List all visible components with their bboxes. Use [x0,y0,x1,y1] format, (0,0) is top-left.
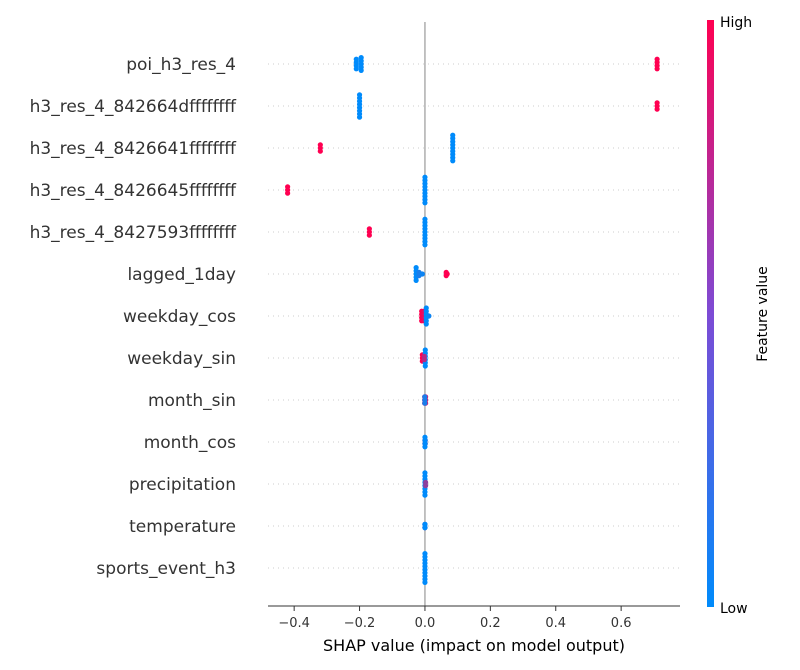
shap-points [285,55,660,586]
colorbar-gradient [707,20,714,607]
row-gridlines [268,63,680,569]
shap-point [353,66,359,72]
shap-point [422,444,428,450]
shap-point [423,321,429,327]
shap-point [422,525,428,531]
shap-point [422,579,428,586]
shap-point [422,242,428,248]
feature-label: weekday_cos [123,307,236,327]
shap-point [423,483,429,489]
shap-point [419,271,425,277]
x-tick-label: 0.4 [545,616,566,631]
shap-point [654,66,660,72]
shap-point [426,313,432,319]
shap-point [654,106,660,112]
colorbar: High Low Feature value [707,15,771,617]
feature-label: sports_event_h3 [96,559,236,579]
shap-point [444,271,450,277]
x-tick-label: 0.2 [480,616,501,631]
shap-point [358,67,364,73]
shap-point [413,277,419,283]
shap-point [422,363,428,369]
colorbar-title: Feature value [755,266,771,362]
shap-point [422,400,428,406]
feature-label: month_sin [148,391,236,411]
shap-point [356,114,363,120]
colorbar-high-label: High [720,15,752,31]
x-axis: −0.4 −0.2 0.0 0.2 0.4 0.6 [268,605,680,631]
feature-label: h3_res_4_8426645ffffffff [30,181,238,201]
feature-label: h3_res_4_8426641ffffffff [30,139,238,159]
feature-label: month_cos [144,433,236,453]
shap-point [422,200,428,206]
x-tick-label: 0.6 [611,616,632,631]
x-tick-label: −0.2 [344,616,376,631]
shap-point [450,158,456,164]
feature-label: h3_res_4_842664dffffffff [30,97,238,117]
feature-label: h3_res_4_8427593ffffffff [30,223,238,243]
feature-label: precipitation [129,475,236,495]
colorbar-low-label: Low [720,601,748,617]
x-axis-title: SHAP value (impact on model output) [323,636,625,655]
feature-label: temperature [129,517,236,537]
feature-label: lagged_1day [127,265,236,285]
x-tick-label: 0.0 [415,616,436,631]
shap-point [366,232,372,238]
shap-point [421,357,427,363]
feature-label: poi_h3_res_4 [126,55,236,75]
shap-point [422,492,428,498]
feature-labels: poi_h3_res_4 h3_res_4_842664dffffffff h3_r… [30,55,238,579]
feature-label: weekday_sin [127,349,236,369]
shap-point [317,148,323,154]
shap-point [285,190,291,196]
x-tick-label: −0.4 [278,616,310,631]
